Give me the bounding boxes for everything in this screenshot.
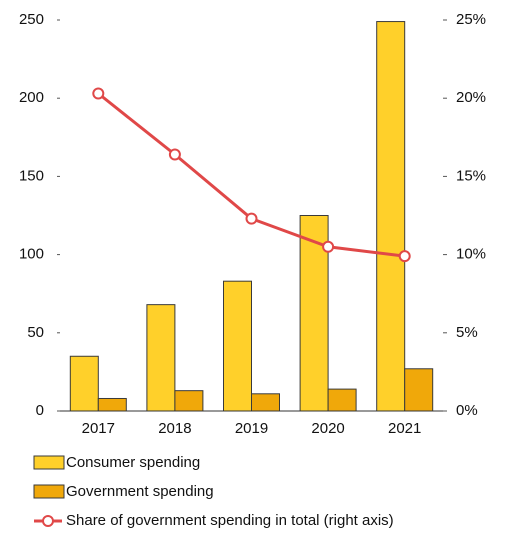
line-marker — [245, 212, 258, 225]
y2-tick-label: 5% — [456, 324, 478, 341]
x-tick-label: 2020 — [311, 420, 344, 437]
y-tick-label: 100 — [19, 246, 44, 263]
y2-tick-label: 15% — [456, 167, 486, 184]
legend-marker — [42, 515, 54, 527]
line-marker — [322, 240, 335, 253]
y-tick-label: 0 — [36, 402, 44, 419]
y2-tick-label: 25% — [456, 11, 486, 28]
x-tick-label: 2021 — [388, 420, 421, 437]
bar — [146, 304, 176, 412]
line-marker — [398, 250, 411, 263]
y-tick-label: 250 — [19, 11, 44, 28]
legend-label: Share of government spending in total (r… — [66, 512, 394, 529]
legend-label: Consumer spending — [66, 454, 200, 471]
legend-label: Government spending — [66, 483, 214, 500]
bar — [404, 368, 434, 412]
y-tick-label: 200 — [19, 89, 44, 106]
bar — [97, 397, 127, 412]
bar — [376, 21, 406, 412]
bar — [174, 390, 204, 412]
bar — [69, 355, 99, 412]
x-tick-label: 2019 — [235, 420, 268, 437]
y2-tick-label: 20% — [456, 89, 486, 106]
bar — [327, 388, 357, 412]
y2-tick-label: 10% — [456, 246, 486, 263]
y-tick-label: 50 — [27, 324, 44, 341]
legend-swatch — [33, 455, 65, 470]
line-marker — [168, 148, 181, 161]
bar — [223, 280, 252, 412]
line — [97, 92, 405, 258]
x-tick-label: 2018 — [158, 420, 191, 437]
bar — [251, 393, 280, 412]
y2-tick-label: 0% — [456, 402, 478, 419]
line-marker — [92, 87, 105, 100]
y-tick-label: 150 — [19, 167, 44, 184]
legend-swatch — [33, 484, 65, 499]
x-tick-label: 2017 — [82, 420, 115, 437]
